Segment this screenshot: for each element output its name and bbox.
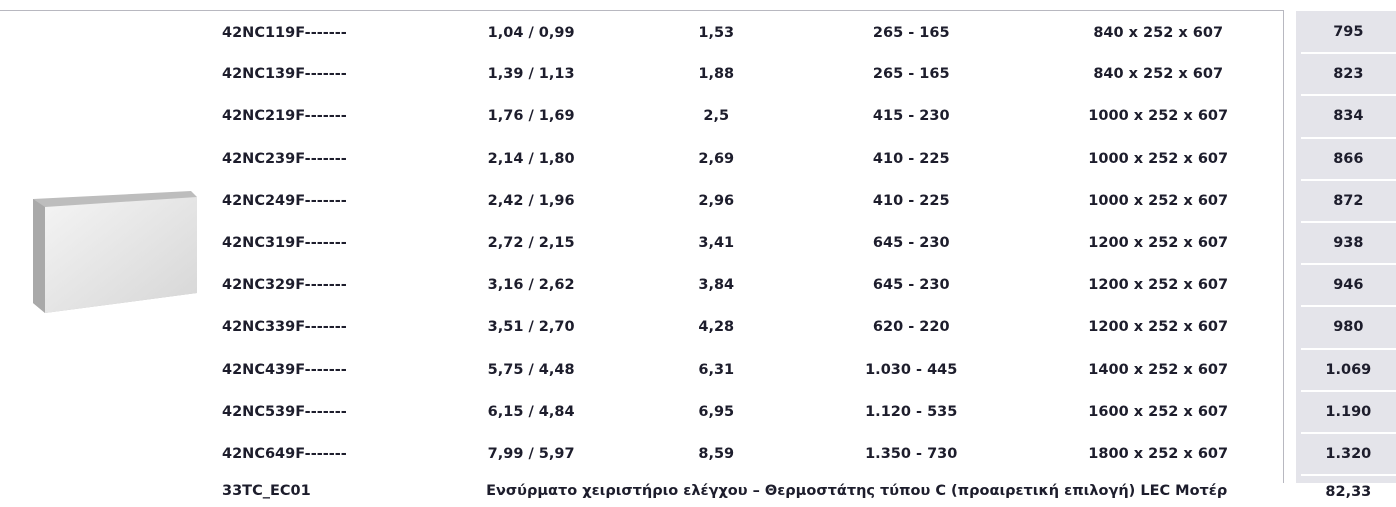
airflow: 1.350 - 730 <box>865 445 958 462</box>
dimensions: 1200 x 252 x 607 <box>1088 235 1229 252</box>
capacity: 5,75 / 4,48 <box>487 361 575 378</box>
power: 3,84 <box>698 277 735 294</box>
power: 6,31 <box>698 361 735 378</box>
row: 42NC649F------- 7,99 / 5,97 8,59 1.350 - 73… <box>212 431 1396 476</box>
spacer <box>1289 180 1301 222</box>
capacity: 1,39 / 1,13 <box>487 66 575 83</box>
spacer <box>1289 391 1301 433</box>
spacer <box>1289 53 1301 95</box>
spacer <box>1289 349 1301 391</box>
airflow: 620 - 220 <box>872 319 950 336</box>
dimensions: 1000 x 252 x 607 <box>1088 108 1229 125</box>
airflow: 265 - 165 <box>872 24 950 41</box>
dimensions: 1000 x 252 x 607 <box>1088 150 1229 167</box>
capacity: 2,42 / 1,96 <box>487 192 575 209</box>
divider <box>1283 10 1284 483</box>
airflow: 1.120 - 535 <box>865 403 958 420</box>
model-code: 33TC_EC01 <box>222 483 311 500</box>
capacity: 1,76 / 1,69 <box>487 108 575 125</box>
price-table: 42NC119F------- 1,04 / 0,99 1,53 265 - 165 8… <box>212 12 1396 507</box>
row: 42NC329F------- 3,16 / 2,62 3,84 645 - 230 1… <box>212 263 1396 307</box>
dimensions: 1400 x 252 x 607 <box>1088 361 1229 378</box>
spacer <box>1289 138 1301 180</box>
row: 42NC119F------- 1,04 / 0,99 1,53 265 - 165 8… <box>212 12 1396 53</box>
capacity: 2,72 / 2,15 <box>487 235 575 252</box>
model-code: 42NC139F------- <box>222 66 347 83</box>
row: 42NC239F------- 2,14 / 1,80 2,69 410 - 225 1… <box>212 136 1396 180</box>
product-image <box>33 191 197 313</box>
row: 42NC319F------- 2,72 / 2,15 3,41 645 - 230 1… <box>212 220 1396 265</box>
power: 1,88 <box>698 66 735 83</box>
power: 8,59 <box>698 445 735 462</box>
spacer <box>1289 222 1301 264</box>
model-code: 42NC219F------- <box>222 108 347 125</box>
row: 33TC_EC01 Ενσύρματο χειριστήριο ελέγχου –… <box>212 474 1396 507</box>
price: 82,33 <box>1300 474 1396 507</box>
power: 1,53 <box>698 24 735 41</box>
price: 980 <box>1300 305 1396 349</box>
model-code: 42NC319F------- <box>222 235 347 252</box>
model-code: 42NC439F------- <box>222 361 347 378</box>
power: 2,69 <box>698 150 735 167</box>
price: 866 <box>1300 136 1396 180</box>
spacer <box>1289 12 1301 53</box>
price: 946 <box>1300 263 1396 307</box>
power: 6,95 <box>698 403 735 420</box>
spacer <box>1289 95 1301 137</box>
airflow: 410 - 225 <box>872 150 950 167</box>
model-code: 42NC119F------- <box>222 24 347 41</box>
model-code: 42NC249F------- <box>222 192 347 209</box>
page: {"table": { "rows": [ ["42NC119F-------"… <box>0 10 1396 507</box>
row: 42NC539F------- 6,15 / 4,84 6,95 1.120 - 53… <box>212 389 1396 433</box>
spacer <box>1289 264 1301 306</box>
row: 42NC339F------- 3,51 / 2,70 4,28 620 - 220 1… <box>212 305 1396 349</box>
model-code: 42NC339F------- <box>222 319 347 336</box>
model-code: 42NC539F------- <box>222 403 347 420</box>
dimensions: 1000 x 252 x 607 <box>1088 192 1229 209</box>
row: 42NC219F------- 1,76 / 1,69 2,5 415 - 230 10… <box>212 94 1396 138</box>
power: 3,41 <box>698 235 735 252</box>
capacity: 1,04 / 0,99 <box>487 24 575 41</box>
model-code: 42NC239F------- <box>222 150 347 167</box>
airflow: 645 - 230 <box>872 235 950 252</box>
capacity: 2,14 / 1,80 <box>487 150 575 167</box>
spacer <box>1289 306 1301 348</box>
dimensions: 1200 x 252 x 607 <box>1088 277 1229 294</box>
price: 834 <box>1300 94 1396 138</box>
divider <box>0 10 1283 11</box>
capacity: 6,15 / 4,84 <box>487 403 575 420</box>
spacer <box>1289 433 1301 475</box>
airflow: 410 - 225 <box>872 192 950 209</box>
power: 4,28 <box>698 319 735 336</box>
dimensions: 840 x 252 x 607 <box>1093 24 1224 41</box>
capacity: 3,16 / 2,62 <box>487 277 575 294</box>
airflow: 645 - 230 <box>872 277 950 294</box>
row: 42NC139F------- 1,39 / 1,13 1,88 265 - 165 8… <box>212 52 1396 96</box>
row: 42NC249F------- 2,42 / 1,96 2,96 410 - 225 1… <box>212 178 1396 222</box>
power: 2,96 <box>698 192 735 209</box>
spacer <box>1289 475 1301 507</box>
dimensions: 1200 x 252 x 607 <box>1088 319 1229 336</box>
dimensions: 1600 x 252 x 607 <box>1088 403 1229 420</box>
capacity: 3,51 / 2,70 <box>487 319 575 336</box>
price: 1.320 <box>1300 431 1396 476</box>
row: 42NC439F------- 5,75 / 4,48 6,31 1.030 - 44… <box>212 347 1396 391</box>
dimensions: 1800 x 252 x 607 <box>1088 445 1229 462</box>
dimensions: 840 x 252 x 607 <box>1093 66 1224 83</box>
model-code: 42NC649F------- <box>222 445 347 462</box>
price: 938 <box>1300 220 1396 265</box>
airflow: 415 - 230 <box>872 108 950 125</box>
capacity: 7,99 / 5,97 <box>487 445 575 462</box>
price: 872 <box>1300 178 1396 222</box>
airflow: 1.030 - 445 <box>865 361 958 378</box>
airflow: 265 - 165 <box>872 66 950 83</box>
price: 795 <box>1333 24 1364 41</box>
price: 823 <box>1300 52 1396 96</box>
price: 1.190 <box>1300 389 1396 433</box>
power: 2,5 <box>703 108 730 125</box>
description: Ενσύρματο χειριστήριο ελέγχου – Θερμοστά… <box>486 483 1228 500</box>
model-code: 42NC329F------- <box>222 277 347 294</box>
price: 1.069 <box>1300 347 1396 391</box>
